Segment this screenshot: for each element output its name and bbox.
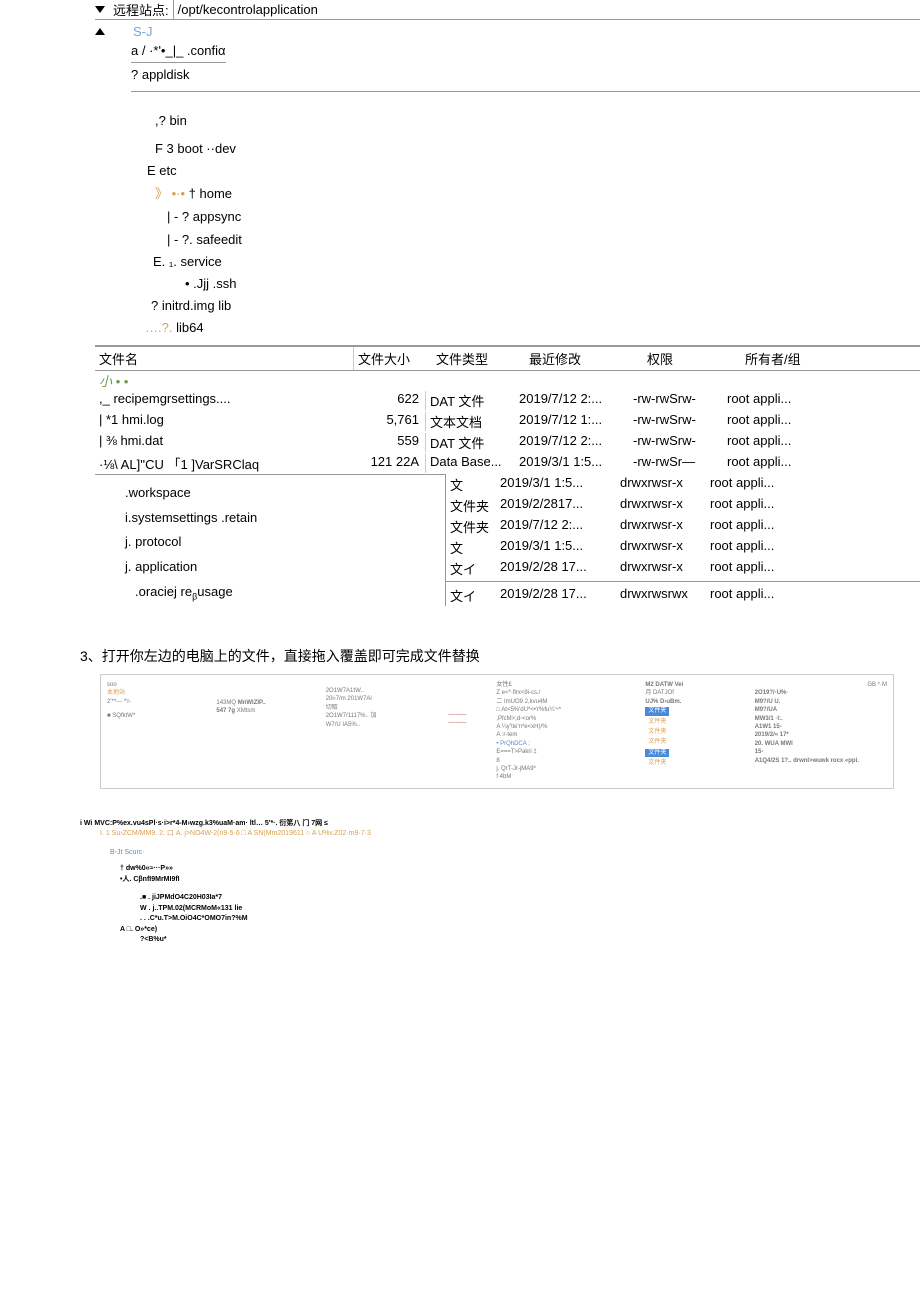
t: A □. O»*ce) [120, 926, 157, 933]
remote-path-text: /opt/kecontrolapplication [178, 2, 318, 17]
step3-title: 3、打开你左边的电脑上的文件，直接拖入覆盖即可完成文件替换 [80, 646, 920, 666]
t: † dw%0«≈···P»» [120, 865, 173, 872]
collapse-icon[interactable] [95, 28, 105, 35]
th-own[interactable]: 所有者/组 [741, 347, 829, 370]
th-size[interactable]: 文件大小 [354, 347, 432, 370]
table-row[interactable]: | *1 hmi.log5,761文本文档2019/7/12 1:...-rw-… [95, 411, 920, 432]
tree-item[interactable]: ? appldisk [131, 67, 190, 82]
tree-item[interactable]: F 3 boot ··dev [155, 141, 236, 156]
tree-item[interactable]: • .Jjj .ssh [185, 276, 237, 291]
t: 2'**--- *'r- [107, 698, 186, 706]
t: XMtsm [237, 708, 256, 714]
folder-item[interactable]: i.systemsettings .retain [125, 506, 445, 531]
t: ■ SQfktW* [107, 712, 186, 720]
table-row[interactable]: 文イ2019/2/28 17...drwxrwsrwxroot appli... [446, 581, 920, 606]
th-type[interactable]: 文件类型 [432, 347, 525, 370]
t: B-Jt Scurc· [110, 848, 920, 859]
t: W . j..TPM.02(MCRMoM«131 lie [140, 905, 242, 912]
folder-item[interactable]: j. protocol [125, 530, 445, 555]
dropdown-icon[interactable] [95, 6, 105, 13]
t: UJ% D›uBm. [645, 699, 681, 705]
table-row[interactable]: 文2019/3/1 1:5...drwxrwsr-xroot appli... [446, 474, 920, 495]
tree-item[interactable]: E etc [147, 163, 177, 178]
thumbnail: soo 本地站 2'**--- *'r- ■ SQfktW* 143MQ MnW… [100, 674, 894, 789]
t: GB *·M [755, 681, 887, 689]
t: 547 7g [216, 708, 235, 714]
th-perm[interactable]: 权限 [643, 347, 741, 370]
t: 143MQ [216, 700, 236, 706]
tree-root[interactable]: S-J [133, 24, 153, 39]
footer-log: i Wi MVC:P%ex.vu4sPl·s·i>r*4-M›wzg.k3%ua… [80, 819, 920, 946]
t: •人. CβnfI9MrMI9fI [120, 876, 180, 883]
tree-item[interactable]: E. ₁. service [153, 254, 222, 269]
t: 月 DATJOf [645, 689, 724, 697]
remote-path-input[interactable]: /opt/kecontrolapplication [173, 0, 920, 19]
remote-site-label: 远程站点: [113, 0, 169, 19]
t: MnWlZIP.. [238, 700, 266, 706]
tree-item[interactable]: a / ·*'•_|_ .confiα [131, 39, 226, 63]
parent-dir[interactable]: 小 • • [95, 371, 920, 390]
table-row[interactable]: 文件夹2019/7/12 2:...drwxrwsr-xroot appli..… [446, 516, 920, 537]
table-row[interactable]: 文イ2019/2/28 17...drwxrwsr-xroot appli... [446, 558, 920, 579]
folder-item[interactable]: .workspace [125, 481, 445, 506]
th-mod[interactable]: 最近修改 [525, 347, 643, 370]
tree-item[interactable]: | - ? appsync [167, 209, 241, 224]
tree-item[interactable]: ….?. [145, 320, 172, 335]
t: ——— ――― [448, 712, 466, 726]
t: .■ . jiJPMdO4C20H03Ia*7 [140, 894, 222, 901]
table-row[interactable]: ·⅛\ AL]''CU 「1 ]VarSRClaq121 22AData Bas… [95, 453, 920, 474]
tree-item[interactable]: ,? bin [155, 113, 187, 128]
t: i Wi MVC:P%ex.vu4sPl·s·i>r*4-M›wzg.k3%ua… [80, 820, 328, 827]
tree-item[interactable]: 》 •·• [155, 186, 185, 201]
folder-item[interactable]: .oraciej reβusage [135, 584, 233, 602]
t: M2 DATW Vei [645, 682, 683, 688]
file-table: 文件名 文件大小 文件类型 最近修改 权限 所有者/组 小 • • ,_ rec… [95, 346, 920, 606]
t: 本地站 [107, 689, 186, 697]
t: ?<B%u* [140, 936, 167, 943]
folder-item[interactable]: j. application [125, 555, 445, 580]
t: soo [107, 681, 186, 689]
remote-tree: S-J a / ·*'•_|_ .confiα ? appldisk ,? bi… [95, 20, 920, 346]
t: 女性£ [496, 681, 615, 689]
table-row[interactable]: 文2019/3/1 1:5...drwxrwsr-xroot appli... [446, 537, 920, 558]
t: . . .C*u.T>M.OiO4C*OMO7in?%M [140, 915, 248, 922]
table-row[interactable]: ,_ recipemgrsettings....622DAT 文件2019/7/… [95, 390, 920, 411]
th-name[interactable]: 文件名 [95, 347, 354, 370]
table-row[interactable]: | ⅜ hmi.dat559DAT 文件2019/7/12 2:...-rw-r… [95, 432, 920, 453]
t: I. 1 Su›ZCM/MM9. 2. 口 A. j>NO4W-2(n9·5·6… [100, 829, 920, 840]
tree-item[interactable]: | - ?. safeedit [167, 232, 242, 247]
table-row[interactable]: 文件夹2019/2/2817...drwxrwsr-xroot appli... [446, 495, 920, 516]
tree-item[interactable]: ? initrd.img lib [151, 298, 231, 313]
